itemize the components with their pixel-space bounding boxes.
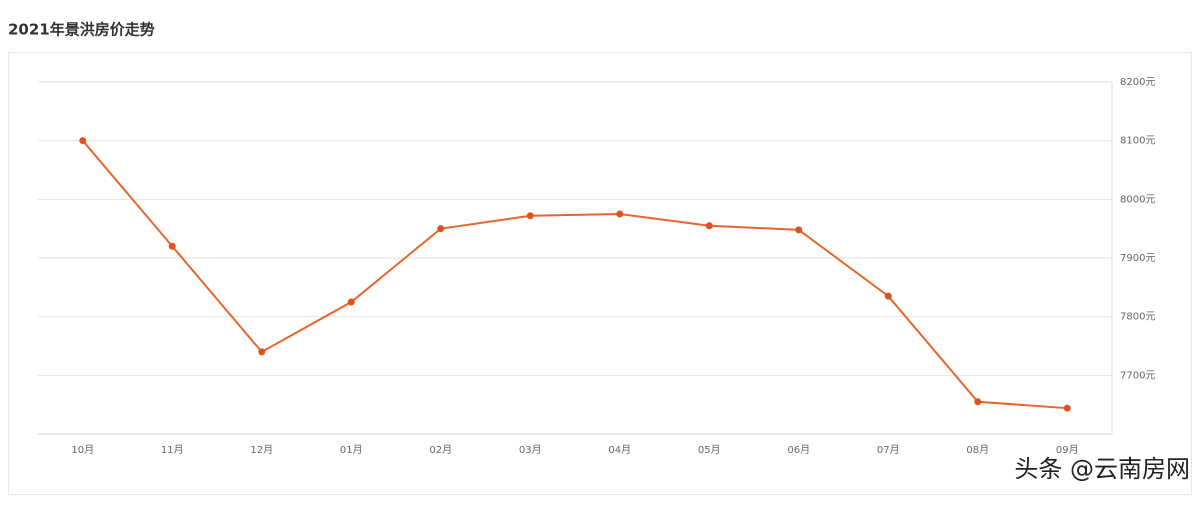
data-point xyxy=(884,292,892,300)
series-line xyxy=(81,140,1068,410)
x-tick-label: 04月 xyxy=(608,444,631,456)
data-point xyxy=(795,226,803,234)
y-tick-label: 8100元 xyxy=(1120,136,1155,147)
y-tick-label: 8000元 xyxy=(1120,194,1155,205)
y-tick-label: 8200元 xyxy=(1120,77,1155,88)
chart-title: 2021年景洪房价走势 xyxy=(8,21,155,39)
x-tick-label: 06月 xyxy=(787,444,810,456)
x-tick-label: 07月 xyxy=(877,444,900,456)
y-tick-label: 7700元 xyxy=(1120,370,1155,381)
x-tick-label: 03月 xyxy=(519,444,542,456)
data-point xyxy=(616,210,624,218)
data-point xyxy=(258,348,266,356)
data-point xyxy=(1063,404,1071,412)
data-point xyxy=(705,222,713,230)
chart-frame xyxy=(8,52,1192,495)
x-tick-label: 12月 xyxy=(250,444,273,456)
data-point xyxy=(437,225,445,233)
data-point xyxy=(526,212,534,220)
x-tick-label: 11月 xyxy=(161,444,184,456)
x-tick-label: 01月 xyxy=(340,444,363,456)
x-tick-label: 05月 xyxy=(698,444,721,456)
data-point xyxy=(168,242,176,250)
data-point xyxy=(79,137,87,145)
y-tick-label: 7900元 xyxy=(1120,253,1155,264)
watermark: 头条 @云南房网 xyxy=(1014,455,1190,483)
data-point xyxy=(974,398,982,406)
x-tick-label: 02月 xyxy=(429,444,452,456)
data-point xyxy=(347,298,355,306)
x-tick-label: 10月 xyxy=(71,444,94,456)
x-tick-label: 09月 xyxy=(1056,444,1079,456)
x-tick-label: 08月 xyxy=(966,444,989,456)
y-tick-label: 7800元 xyxy=(1120,312,1155,323)
